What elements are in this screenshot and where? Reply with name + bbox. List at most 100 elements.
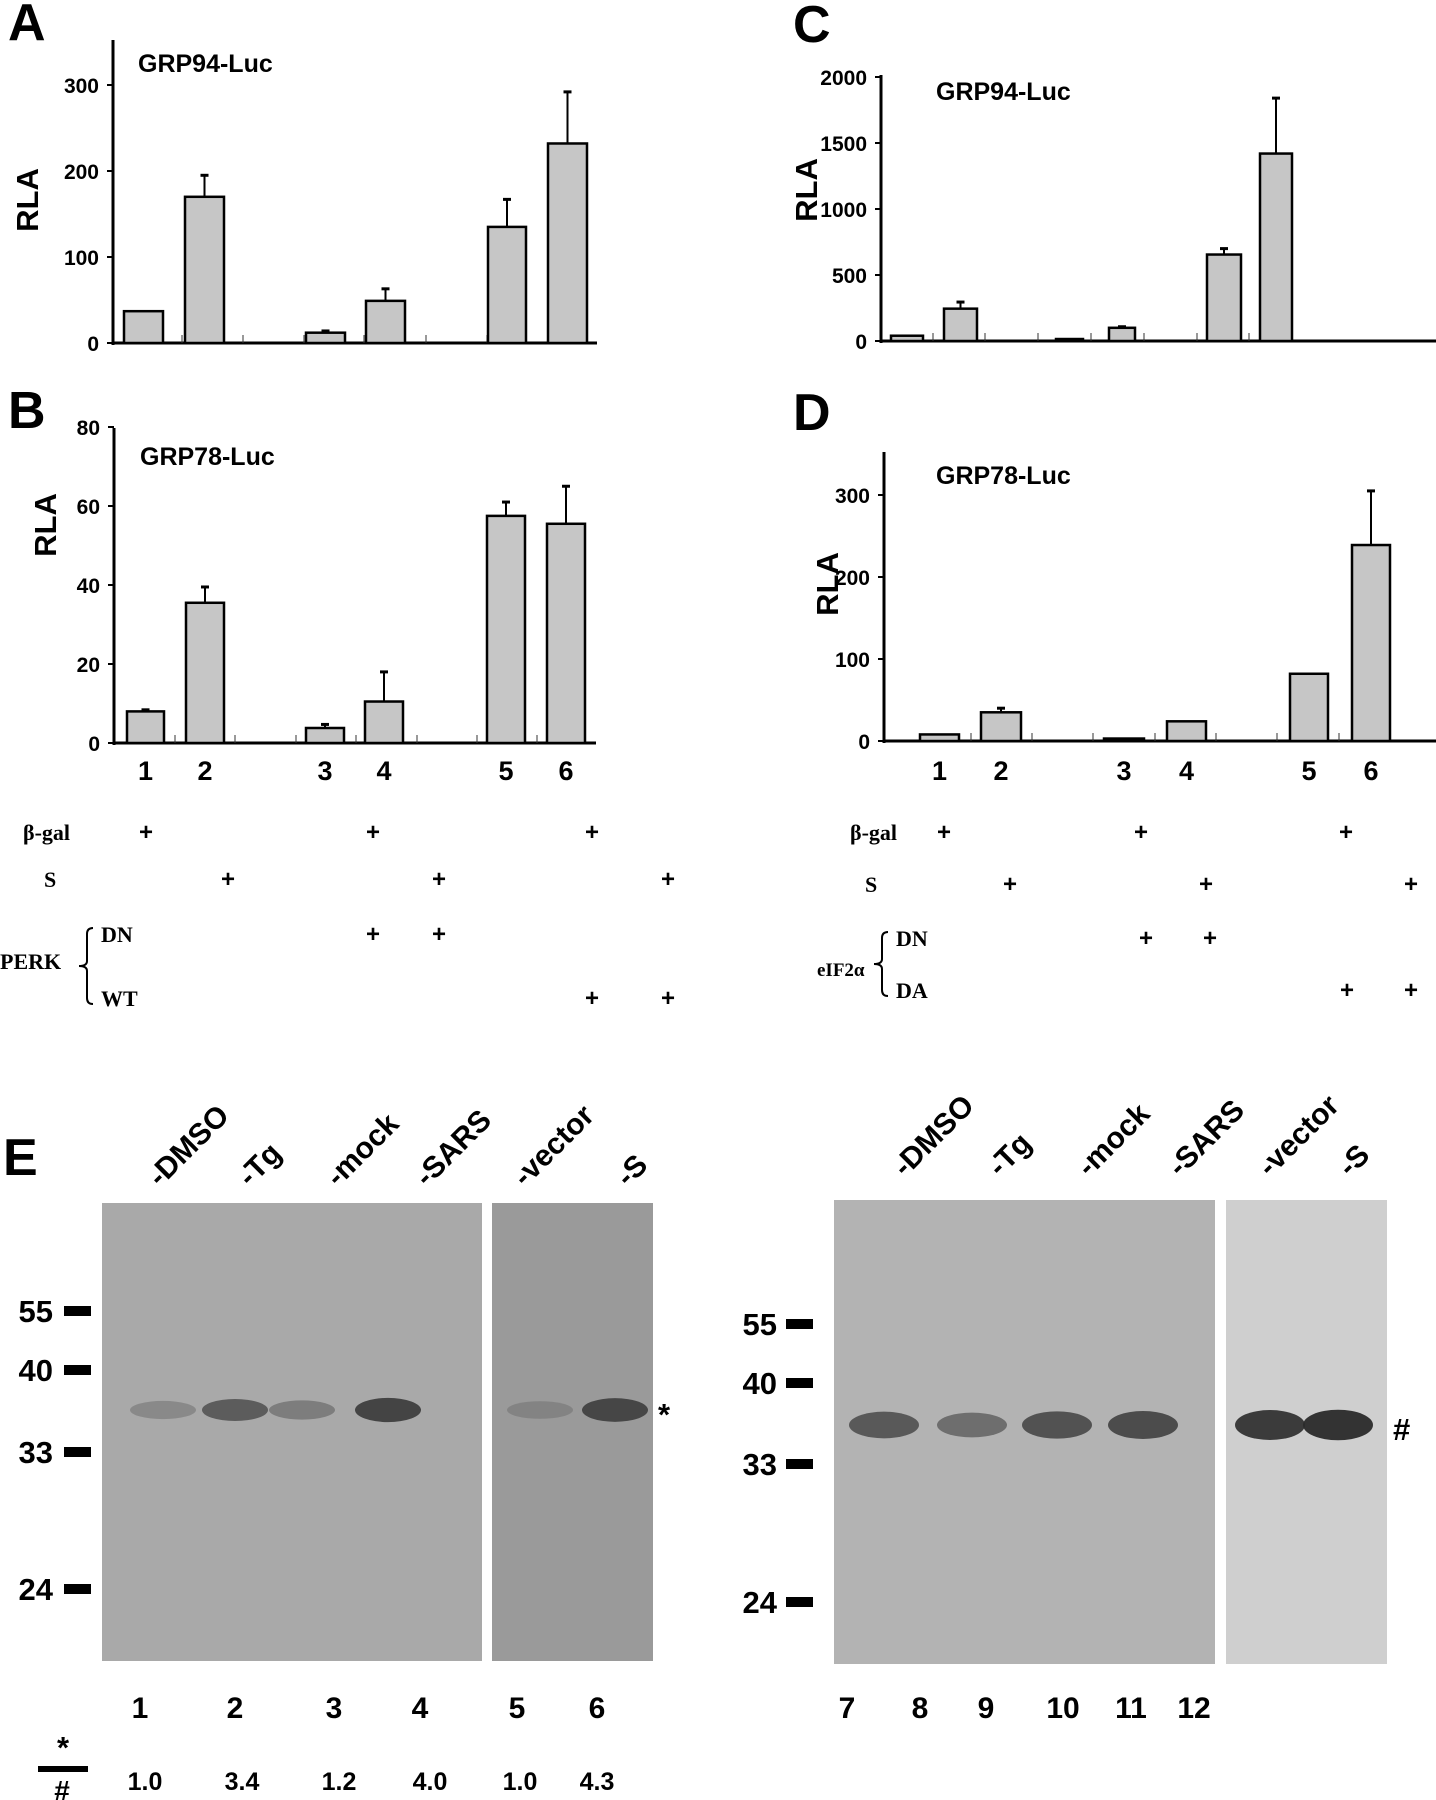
- lane-label: -vector: [507, 1099, 601, 1193]
- panel-letter-b: B: [8, 382, 46, 440]
- lane-label: -vector: [1252, 1089, 1346, 1183]
- lane-label: -mock: [1071, 1097, 1157, 1183]
- plus-sign: +: [1404, 871, 1418, 898]
- bar-1: [125, 710, 166, 745]
- mw-marker-bar: [64, 1584, 91, 1594]
- y-tick-label: 200: [835, 567, 870, 590]
- lane-number: 7: [839, 1692, 856, 1725]
- lane-label: -Tg: [232, 1137, 288, 1193]
- protein-band: [937, 1412, 1007, 1438]
- brace-icon: [78, 927, 94, 1005]
- sub-treatment-label: WT: [101, 986, 138, 1011]
- plus-sign: +: [1340, 977, 1354, 1004]
- y-tick-label: 100: [835, 649, 870, 672]
- bar-4: [363, 700, 405, 745]
- y-tick-label: 1000: [820, 199, 867, 222]
- x-category-label: 1: [138, 756, 153, 786]
- y-tick-label: 100: [64, 247, 99, 270]
- ratio-value: 1.0: [503, 1768, 538, 1796]
- y-tick-label: 80: [77, 417, 100, 440]
- membrane-side: [492, 1203, 653, 1661]
- bar-5: [485, 514, 527, 745]
- mw-marker-bar: [786, 1319, 813, 1329]
- y-tick-label: 300: [835, 485, 870, 508]
- protein-band: [849, 1411, 919, 1439]
- plus-sign: +: [1339, 819, 1353, 846]
- lane-number: 12: [1177, 1692, 1210, 1725]
- bar-6: [1258, 152, 1294, 343]
- y-tick-label: 1500: [820, 133, 867, 156]
- ratio-value: 4.3: [580, 1768, 615, 1796]
- mw-marker-bar: [786, 1378, 813, 1388]
- bar-3: [304, 726, 346, 745]
- y-tick-label: 500: [832, 265, 867, 288]
- lane-label: -mock: [320, 1107, 406, 1193]
- bar-4: [1165, 720, 1208, 743]
- ratio-value: 1.2: [322, 1768, 357, 1796]
- lane-number: 6: [589, 1692, 606, 1725]
- bar-chart-c: GRP94-Luc RLA 0 500 1000 1500 2000: [789, 67, 1436, 354]
- lane-label: -Tg: [982, 1127, 1038, 1183]
- ratio-numerator: *: [57, 1730, 70, 1765]
- bar-5: [1288, 672, 1330, 743]
- bar-4: [364, 299, 407, 345]
- panel-letter-a: A: [8, 0, 46, 52]
- ratio-value: 1.0: [128, 1768, 163, 1796]
- lane-label: -DMSO: [142, 1099, 236, 1193]
- plus-sign: +: [366, 819, 380, 846]
- protein-band: [1303, 1409, 1373, 1441]
- bar-2: [183, 195, 226, 345]
- bar-chart-d: GRP78-Luc RLA 0 100 200 300 1 2 3 4 5 6: [810, 452, 1436, 786]
- mw-marker-label: 33: [19, 1435, 53, 1470]
- plus-sign: +: [1199, 871, 1213, 898]
- ratio-value: 4.0: [413, 1768, 448, 1796]
- mw-marker-bar: [64, 1447, 91, 1457]
- plus-sign: +: [585, 985, 599, 1012]
- treatment-label: β-gal: [850, 820, 897, 845]
- y-tick-label: 60: [77, 496, 100, 519]
- y-axis-label: RLA: [10, 168, 45, 232]
- protein-band: [1022, 1411, 1092, 1439]
- panel-letter-e: E: [3, 1129, 38, 1187]
- plus-sign: +: [432, 866, 446, 893]
- bar-6: [546, 142, 589, 345]
- bar-2: [942, 307, 979, 343]
- y-tick-label: 0: [855, 331, 867, 354]
- mw-marker-label: 24: [743, 1585, 778, 1620]
- plus-sign: +: [661, 866, 675, 893]
- x-category-label: 4: [376, 756, 391, 786]
- protein-band: [1235, 1410, 1305, 1440]
- chart-title: GRP78-Luc: [936, 462, 1071, 490]
- bar-chart-a: GRP94-Luc RLA 0 100 200 300: [10, 40, 597, 356]
- x-category-label: 6: [1363, 756, 1378, 786]
- treatment-table-right: β-gal + + + S + + + eIF2α DN + + DA + +: [817, 819, 1418, 1004]
- x-category-label: 4: [1179, 756, 1194, 786]
- protein-band: [130, 1400, 196, 1420]
- bar-chart-b: GRP78-Luc RLA 0 20 40 60 80 1 2 3 4 5 6: [28, 417, 596, 786]
- protein-band: [269, 1400, 335, 1420]
- ratio-row: * # 1.0 3.4 1.2 4.0 1.0 4.3: [38, 1730, 614, 1800]
- lane-number: 4: [412, 1692, 429, 1725]
- lane-number: 9: [978, 1692, 995, 1725]
- x-category-label: 2: [993, 756, 1008, 786]
- plus-sign: +: [139, 819, 153, 846]
- sub-treatment-label: DN: [896, 926, 928, 951]
- x-category-label: 3: [317, 756, 332, 786]
- lane-number: 5: [509, 1692, 526, 1725]
- bar-3: [304, 331, 347, 345]
- protein-band: [1108, 1411, 1178, 1439]
- bar-3: [1054, 337, 1085, 343]
- lane-label: -SARS: [409, 1104, 498, 1193]
- plus-sign: +: [432, 921, 446, 948]
- mw-marker-label: 24: [19, 1572, 54, 1607]
- western-blot-right: -DMSO -Tg -mock -SARS -vector-S #55 40 33 24 7 8 9 1…: [743, 1089, 1411, 1725]
- lane-number: 1: [132, 1692, 149, 1725]
- bar-1: [918, 733, 961, 743]
- bar-6: [545, 522, 587, 745]
- sub-treatment-label: DA: [896, 978, 928, 1003]
- bar-2: [184, 601, 226, 745]
- lane-number: 3: [326, 1692, 343, 1725]
- panel-letter-d: D: [793, 384, 831, 442]
- bar-6: [1350, 543, 1392, 743]
